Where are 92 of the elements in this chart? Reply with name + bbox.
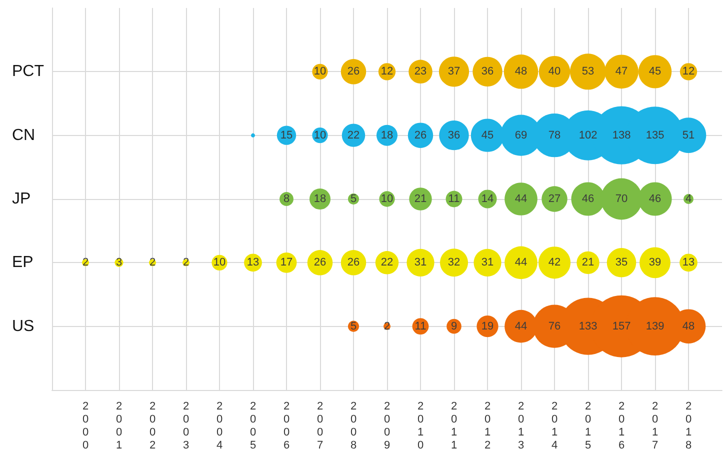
data-label: 5 [350, 193, 357, 205]
x-tick-label: 2 0 0 2 [149, 400, 156, 452]
data-label: 135 [646, 129, 664, 142]
x-tick-label: 2 0 0 6 [283, 400, 290, 452]
x-tick-label: 2 0 1 8 [685, 400, 692, 452]
y-tick-label: EP [12, 254, 34, 272]
data-label: 17 [280, 256, 293, 269]
data-label: 48 [682, 320, 695, 332]
data-label: 48 [514, 66, 528, 78]
y-tick-label: US [12, 318, 34, 335]
x-tick-label: 2 0 1 1 [450, 400, 458, 452]
x-tick-label: 2 0 0 4 [216, 400, 223, 452]
data-label: 70 [615, 193, 628, 205]
data-label: 10 [314, 129, 326, 142]
data-label: 27 [548, 193, 561, 205]
x-tick-label: 2 0 1 4 [551, 400, 558, 452]
x-tick-label: 2 0 1 5 [584, 400, 592, 452]
data-label: 19 [481, 320, 494, 332]
data-label: 2 [182, 256, 190, 269]
data-label: 3 [116, 256, 122, 269]
data-label: 53 [582, 66, 594, 78]
data-label: 78 [548, 129, 561, 142]
data-label: 18 [380, 129, 394, 142]
data-label: 4 [685, 193, 692, 205]
data-label: 37 [448, 66, 460, 78]
data-label: 26 [314, 256, 326, 269]
data-label: 138 [612, 129, 631, 142]
x-tick-label: 2 0 0 5 [250, 400, 256, 452]
x-tick-label: 2 0 0 3 [182, 400, 190, 452]
data-label: 102 [578, 129, 598, 142]
data-label: 46 [582, 193, 594, 205]
y-tick-label: JP [12, 190, 31, 208]
x-tick-label: 2 0 1 0 [417, 400, 424, 452]
data-label: 36 [481, 66, 494, 78]
data-label: 69 [514, 129, 528, 142]
data-label: 46 [648, 193, 662, 205]
x-tick-label: 2 0 1 2 [484, 400, 491, 452]
data-label: 14 [481, 193, 494, 205]
data-label: 13 [246, 256, 260, 269]
x-tick-label: 2 0 1 7 [652, 400, 658, 452]
data-label: 36 [448, 129, 460, 142]
data-label: 23 [414, 66, 427, 78]
data-label: 40 [548, 66, 561, 78]
data-label: 42 [548, 256, 561, 269]
data-label: 2 [149, 256, 156, 269]
data-label: 22 [380, 256, 394, 269]
data-label: 2 [82, 256, 89, 269]
data-label: 45 [648, 66, 662, 78]
y-tick-label: CN [12, 126, 36, 144]
x-tick-label: 2 0 0 0 [82, 400, 89, 452]
data-label: 35 [615, 256, 628, 269]
data-label: 157 [612, 320, 631, 332]
data-label: 45 [481, 129, 494, 142]
data-label: 18 [314, 193, 326, 205]
data-label: 31 [481, 256, 494, 269]
y-tick-label: PCT [12, 63, 44, 80]
data-label: 26 [347, 256, 360, 269]
data-label: 47 [615, 66, 628, 78]
data-label: 39 [648, 256, 662, 269]
x-tick-label: 2 0 1 6 [618, 400, 625, 452]
data-label: 44 [514, 320, 528, 332]
data-label: 2 [384, 320, 390, 332]
data-label: 22 [347, 129, 360, 142]
x-tick-label: 2 0 0 9 [384, 400, 390, 452]
data-label: 26 [414, 129, 427, 142]
data-label: 26 [347, 66, 360, 78]
data-label: 11 [414, 320, 426, 332]
data-label: 9 [450, 320, 458, 332]
data-label: 139 [646, 320, 664, 332]
data-label: 8 [283, 193, 290, 205]
data-label: 21 [582, 256, 594, 269]
data-label: 76 [548, 320, 561, 332]
data-label: 51 [682, 129, 695, 142]
data-label: 10 [380, 193, 394, 205]
x-tick-label: 2 0 1 3 [518, 400, 524, 452]
data-label: 12 [380, 66, 394, 78]
data-label: 21 [414, 193, 427, 205]
x-tick-label: 2 0 0 8 [350, 400, 357, 452]
data-label: 44 [514, 193, 528, 205]
data-label: 5 [350, 320, 357, 332]
data-label: 10 [213, 256, 226, 269]
x-tick-label: 2 0 0 7 [316, 400, 324, 452]
data-label: 13 [682, 256, 695, 269]
data-label: 31 [414, 256, 427, 269]
x-tick-label: 2 0 0 1 [116, 400, 122, 452]
data-label: 133 [578, 320, 598, 332]
data-label: 44 [514, 256, 528, 269]
data-label: 12 [682, 66, 695, 78]
data-label: 10 [314, 66, 326, 78]
data-label: 15 [280, 129, 293, 142]
data-label: 32 [448, 256, 460, 269]
data-label: 11 [448, 193, 460, 205]
